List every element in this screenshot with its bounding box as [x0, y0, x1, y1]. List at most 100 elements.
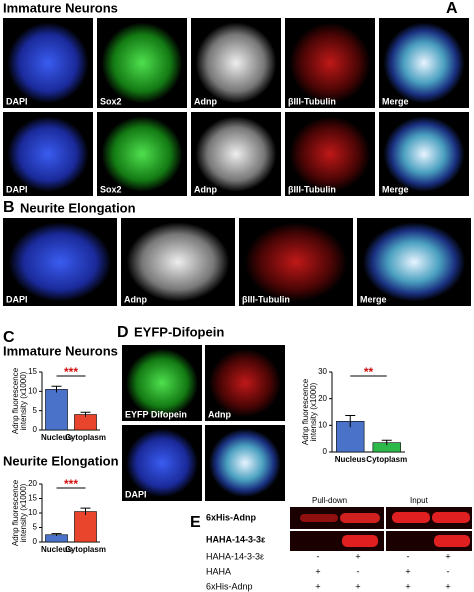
condition-mark: +	[315, 581, 320, 591]
image-label: DAPI	[6, 294, 28, 304]
y-axis-label: Adnp fluorescence	[301, 378, 310, 445]
image-label: EYFP Difopein	[125, 409, 187, 419]
band	[434, 535, 470, 547]
blot-header: Input	[410, 496, 429, 505]
condition-label: 6xHis-Adnp	[206, 581, 253, 591]
y-axis-label: Adnp fluorescence	[11, 479, 20, 546]
panel-letter: C	[3, 329, 15, 346]
error-bar	[345, 414, 356, 428]
condition-mark: +	[405, 581, 410, 591]
condition-mark: +	[445, 551, 450, 561]
cell	[244, 222, 348, 302]
condition-mark: -	[407, 551, 410, 561]
y-tick-label: 15	[28, 367, 37, 376]
panel-title: EYFP-Difopein	[134, 324, 224, 339]
condition-mark: -	[447, 566, 450, 576]
image-label: Merge	[360, 294, 387, 304]
cell	[101, 22, 183, 104]
panel-a: A Immature Neurons	[3, 0, 458, 17]
image-label: DAPI	[6, 96, 28, 106]
y-tick-label: 30	[318, 367, 327, 376]
x-tick-label: Cytoplasm	[366, 455, 407, 464]
bar	[74, 511, 97, 543]
blot-header: Pull-down	[312, 496, 347, 505]
panel-title: Immature Neurons	[3, 0, 118, 15]
error-bar	[51, 533, 62, 536]
y-tick-label: 15	[28, 494, 37, 503]
y-tick-label: 5	[33, 406, 38, 415]
condition-mark: +	[445, 581, 450, 591]
y-tick-label: 20	[28, 479, 37, 488]
panel-title: Neurite Elongation	[20, 200, 136, 215]
cell	[126, 428, 198, 498]
cell	[101, 116, 183, 192]
condition-label: HAHA	[206, 566, 231, 576]
condition-mark: +	[315, 566, 320, 576]
image-label: Adnp	[194, 184, 217, 194]
cell	[209, 428, 281, 498]
micrographs: DAPI Sox2 Adnp βIII-Tubulin Merge DAPI Sox2 Adn…	[3, 18, 471, 501]
cell	[7, 22, 89, 104]
image-label: βIII-Tubulin	[242, 294, 290, 304]
cell	[383, 22, 465, 104]
y-axis-label: intensity (x1000)	[309, 382, 318, 441]
chart-title: Immature Neurons	[3, 343, 118, 358]
image-label: Merge	[382, 184, 409, 194]
cell	[362, 222, 466, 302]
y-axis-label: intensity (x1000)	[19, 371, 28, 430]
significance: ***	[64, 365, 78, 379]
image-label: Adnp	[194, 96, 217, 106]
cell	[8, 222, 112, 302]
x-tick-label: Cytoplasm	[65, 545, 106, 554]
y-axis-label: Adnp fluorescence	[11, 367, 20, 434]
panel-letter: A	[446, 0, 458, 17]
panel-letter: E	[190, 514, 201, 531]
y-tick-label: 0	[33, 537, 38, 546]
band	[300, 514, 338, 522]
cell	[289, 22, 371, 104]
image-label: Sox2	[100, 96, 122, 106]
blot-label: HAHA-14-3-3ε	[206, 534, 266, 544]
y-tick-label: 10	[318, 420, 327, 429]
image-label: Adnp	[208, 409, 231, 419]
error-bar	[80, 411, 91, 417]
chart-title: Neurite Elongation	[3, 453, 119, 468]
y-tick-label: 0	[323, 447, 328, 456]
error-bar	[381, 439, 392, 446]
cell	[195, 116, 277, 192]
y-tick-label: 10	[28, 386, 37, 395]
condition-mark: -	[357, 566, 360, 576]
condition-label: HAHA-14-3-3ε	[206, 551, 264, 561]
conditions: HAHA-14-3-3ε - + - + HAHA + - + - 6xHis-Adnp + + + +	[206, 551, 451, 591]
significance: **	[364, 365, 374, 379]
condition-mark: +	[405, 566, 410, 576]
y-tick-label: 10	[28, 508, 37, 517]
cell	[7, 116, 89, 192]
panel-d: D EYFP-Difopein	[117, 324, 224, 341]
x-tick-label: Nucleus	[41, 545, 73, 554]
x-tick-label: Nucleus	[335, 455, 367, 464]
image-label: DAPI	[125, 489, 147, 499]
y-axis-label: intensity (x1000)	[19, 483, 28, 542]
x-tick-label: Nucleus	[41, 433, 73, 442]
panel-e: E Pull-down Input 6xHis-Adnp HAHA-14-3-3…	[190, 496, 472, 552]
bar	[45, 389, 68, 431]
cell	[209, 348, 281, 418]
panel-letter: B	[3, 199, 15, 216]
significance: ***	[64, 477, 78, 491]
band	[432, 512, 470, 523]
condition-mark: +	[355, 581, 360, 591]
image-label: Adnp	[124, 294, 147, 304]
blot	[290, 531, 472, 551]
panel-b: B Neurite Elongation	[3, 199, 136, 216]
error-bar	[80, 507, 91, 516]
cell	[126, 222, 230, 302]
y-tick-label: 0	[33, 425, 38, 434]
cell	[126, 348, 198, 418]
condition-mark: +	[355, 551, 360, 561]
image-label: DAPI	[6, 184, 28, 194]
y-tick-label: 5	[33, 523, 38, 532]
y-tick-label: 20	[318, 394, 327, 403]
